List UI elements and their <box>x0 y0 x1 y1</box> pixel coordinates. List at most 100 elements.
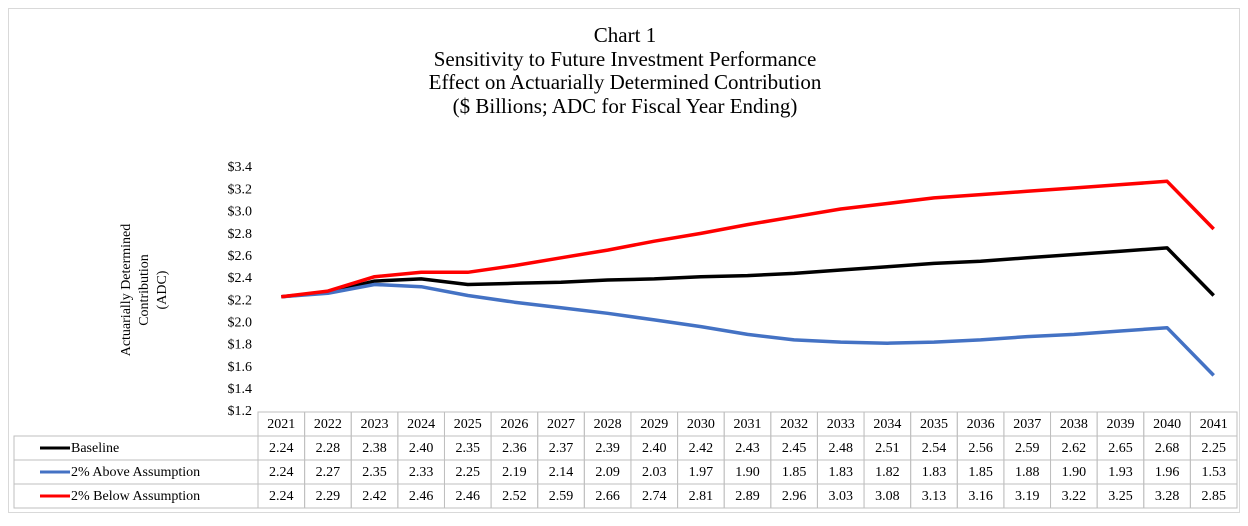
data-label: 2.45 <box>782 441 807 456</box>
data-label: 1.85 <box>968 465 993 480</box>
y-tick-label: $3.0 <box>228 205 253 220</box>
data-label: 2.51 <box>875 441 900 456</box>
data-label: 2.24 <box>269 465 294 480</box>
data-label: 2.42 <box>362 489 387 504</box>
data-label: 2.14 <box>549 465 574 480</box>
x-tick-label: 2028 <box>594 417 622 432</box>
data-label: 2.38 <box>362 441 387 456</box>
x-tick-label: 2036 <box>967 417 995 432</box>
y-tick-label: $1.6 <box>228 360 253 375</box>
data-label: 2.46 <box>409 489 434 504</box>
data-label: 2.25 <box>456 465 481 480</box>
y-axis-title-line: Actuarially Determined <box>119 224 134 357</box>
data-label: 2.24 <box>269 441 294 456</box>
y-tick-label: $2.6 <box>228 249 253 264</box>
data-label: 2.62 <box>1062 441 1087 456</box>
table-cell <box>1189 483 1238 509</box>
data-label: 2.35 <box>456 441 481 456</box>
x-tick-label: 2026 <box>500 417 528 432</box>
data-label: 3.22 <box>1062 489 1087 504</box>
data-label: 2.40 <box>409 441 434 456</box>
data-label: 2.09 <box>595 465 620 480</box>
data-label: 1.85 <box>782 465 807 480</box>
data-label: 3.08 <box>875 489 900 504</box>
data-label: 2.42 <box>689 441 714 456</box>
y-tick-label: $3.2 <box>228 182 253 197</box>
data-label: 2.65 <box>1108 441 1133 456</box>
data-label: 2.48 <box>828 441 853 456</box>
data-label: 2.59 <box>549 489 574 504</box>
data-label: 1.90 <box>1062 465 1087 480</box>
y-tick-label: $2.2 <box>228 293 253 308</box>
data-label: 2.29 <box>316 489 341 504</box>
data-label: 2.27 <box>316 465 341 480</box>
x-tick-label: 2030 <box>687 417 715 432</box>
x-tick-label: 2022 <box>314 417 342 432</box>
chart-title: Sensitivity to Future Investment Perform… <box>434 47 817 71</box>
x-tick-label: 2034 <box>873 417 901 432</box>
data-label: 3.28 <box>1155 489 1180 504</box>
y-tick-label: $1.4 <box>228 382 253 397</box>
data-label: 3.19 <box>1015 489 1040 504</box>
x-tick-label: 2035 <box>920 417 948 432</box>
x-tick-label: 2031 <box>734 417 762 432</box>
data-label: 1.53 <box>1201 465 1226 480</box>
y-tick-label: $2.0 <box>228 315 253 330</box>
x-tick-label: 2027 <box>547 417 575 432</box>
data-label: 2.89 <box>735 489 760 504</box>
data-label: 3.13 <box>922 489 947 504</box>
data-label: 2.24 <box>269 489 294 504</box>
data-label: 3.25 <box>1108 489 1133 504</box>
series-line <box>281 282 1215 377</box>
series-line <box>281 246 1215 299</box>
data-label: 2.43 <box>735 441 760 456</box>
x-tick-label: 2033 <box>827 417 855 432</box>
x-tick-label: 2025 <box>454 417 482 432</box>
chart-border <box>8 8 1240 513</box>
data-label: 1.83 <box>922 465 947 480</box>
x-tick-label: 2029 <box>640 417 668 432</box>
x-tick-label: 2024 <box>407 417 435 432</box>
data-label: 2.56 <box>968 441 993 456</box>
data-label: 2.59 <box>1015 441 1040 456</box>
x-tick-label: 2041 <box>1200 417 1228 432</box>
data-label: 3.03 <box>828 489 853 504</box>
legend-label: 2% Above Assumption <box>71 465 200 480</box>
data-label: 2.52 <box>502 489 527 504</box>
data-label: 2.19 <box>502 465 527 480</box>
data-label: 1.93 <box>1108 465 1133 480</box>
data-label: 2.96 <box>782 489 807 504</box>
data-label: 2.37 <box>549 441 574 456</box>
chart-title: Effect on Actuarially Determined Contrib… <box>429 70 822 94</box>
y-tick-label: $2.4 <box>228 271 253 286</box>
chart-title: Chart 1 <box>594 23 656 47</box>
data-label: 1.96 <box>1155 465 1180 480</box>
legend-label: 2% Below Assumption <box>71 489 200 504</box>
data-label: 2.36 <box>502 441 527 456</box>
data-label: 2.74 <box>642 489 667 504</box>
data-label: 2.35 <box>362 465 387 480</box>
data-label: 2.81 <box>689 489 714 504</box>
x-tick-label: 2021 <box>267 417 295 432</box>
data-label: 2.85 <box>1201 489 1226 504</box>
series-line <box>281 179 1215 299</box>
y-tick-label: $2.8 <box>228 227 253 242</box>
x-tick-label: 2032 <box>780 417 808 432</box>
data-label: 2.68 <box>1155 441 1180 456</box>
y-tick-label: $1.8 <box>228 338 253 353</box>
data-label: 1.88 <box>1015 465 1040 480</box>
y-axis-title-line: (ADC) <box>155 270 170 309</box>
x-tick-label: 2037 <box>1013 417 1041 432</box>
x-tick-label: 2038 <box>1060 417 1088 432</box>
data-label: 1.83 <box>828 465 853 480</box>
data-label: 2.25 <box>1201 441 1226 456</box>
data-label: 1.90 <box>735 465 760 480</box>
y-tick-label: $3.4 <box>228 160 253 175</box>
x-tick-label: 2039 <box>1106 417 1134 432</box>
chart-title: ($ Billions; ADC for Fiscal Year Ending) <box>453 94 798 118</box>
x-tick-label: 2023 <box>361 417 389 432</box>
x-tick-label: 2040 <box>1153 417 1181 432</box>
legend-label: Baseline <box>71 441 119 456</box>
data-label: 2.66 <box>595 489 620 504</box>
